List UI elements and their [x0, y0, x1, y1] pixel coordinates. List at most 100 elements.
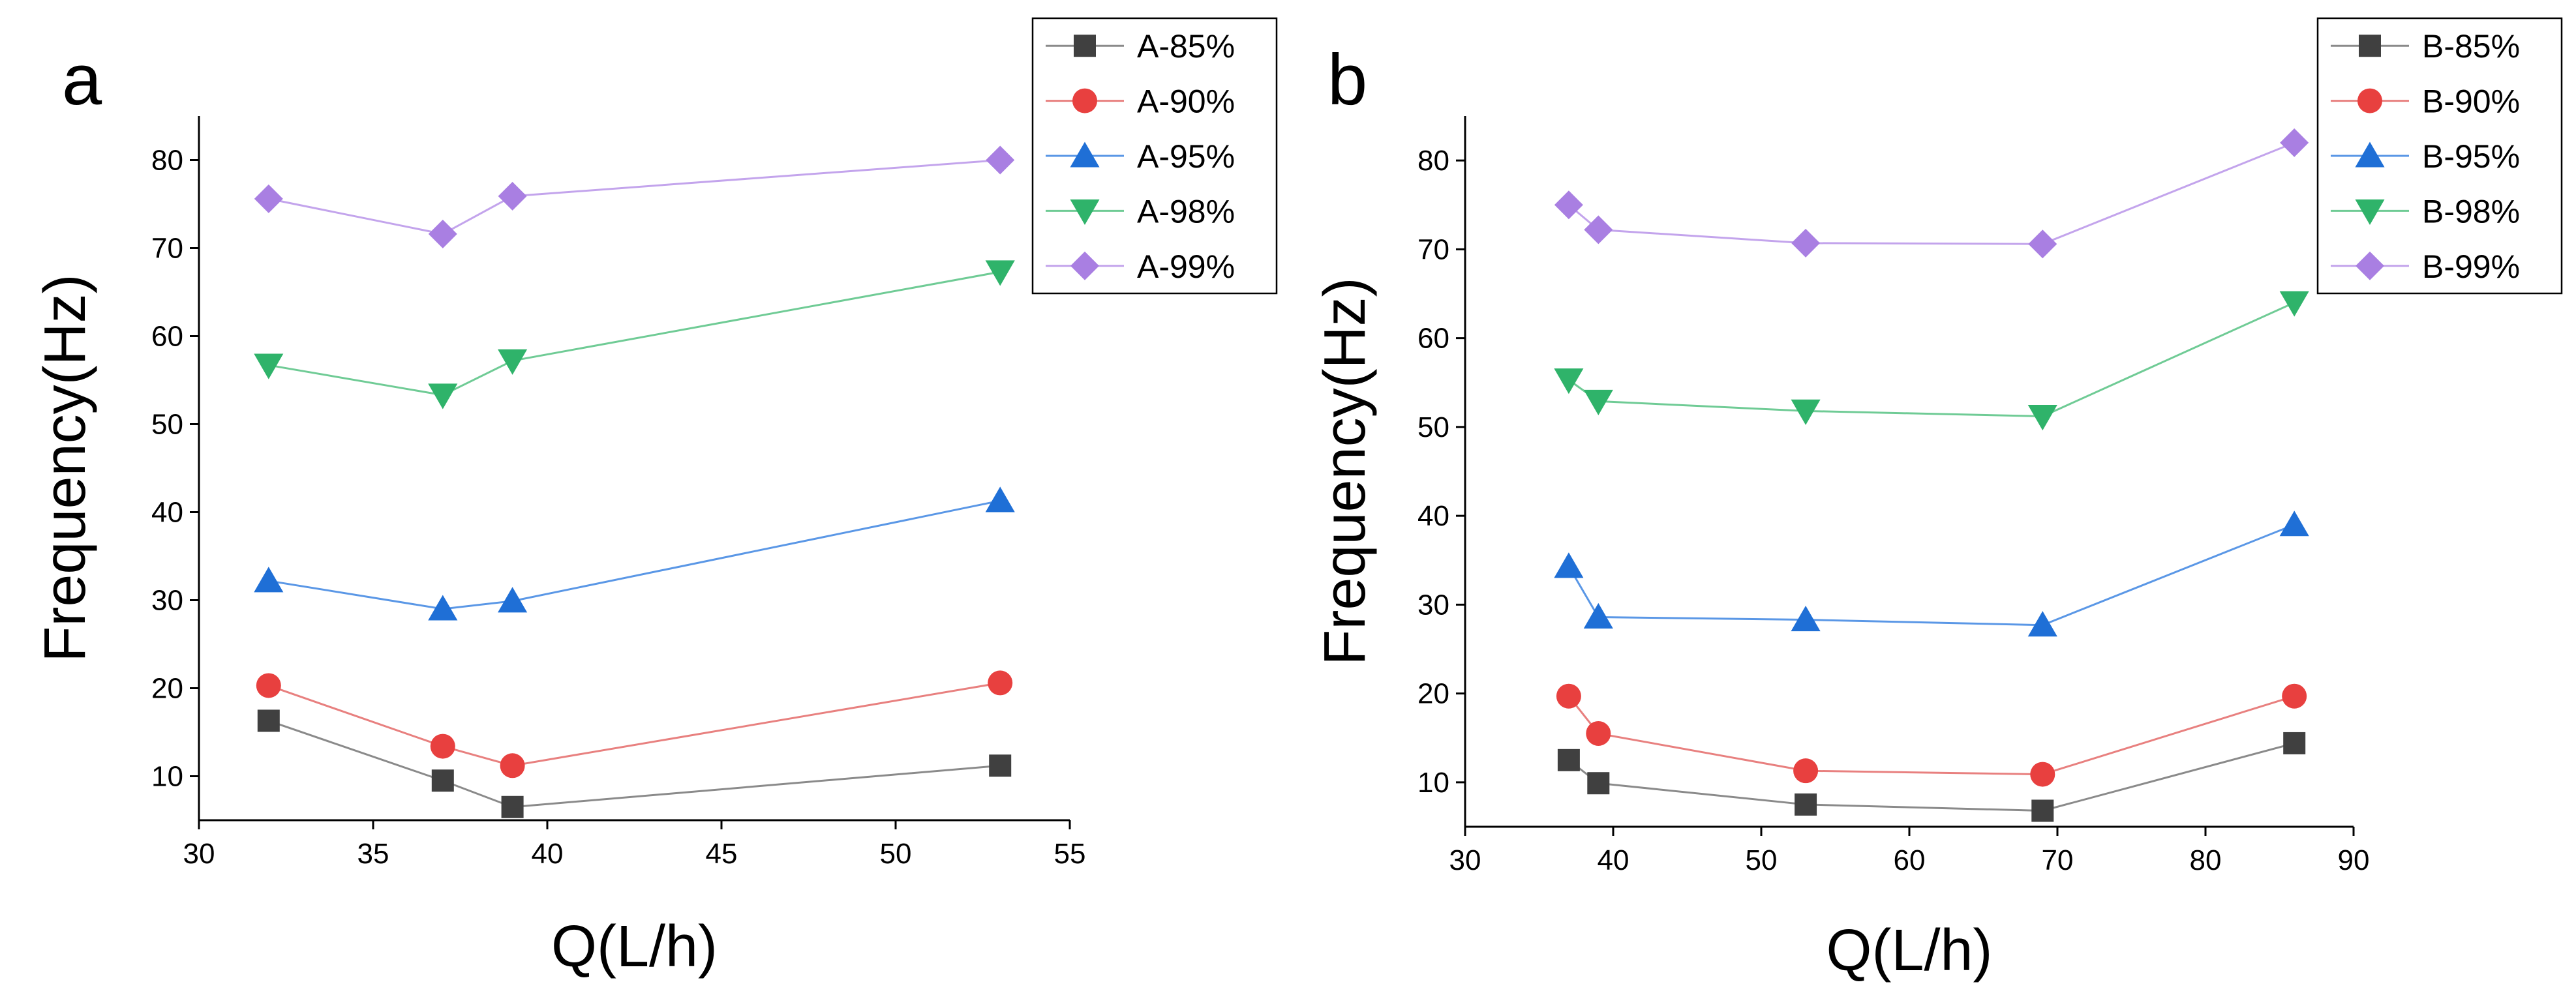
legend-entry: B-99% — [2422, 248, 2520, 285]
x-tick-label: 80 — [2190, 844, 2222, 876]
y-tick-label: 40 — [1417, 500, 1449, 532]
legend-marker — [1070, 141, 1100, 168]
legend-marker — [1070, 251, 1099, 280]
data-point-B-95% — [1554, 552, 1584, 578]
legend-entry: A-85% — [1137, 28, 1235, 65]
data-point-B-85% — [2031, 799, 2054, 822]
legend-entry: A-99% — [1137, 248, 1235, 285]
data-point-A-85% — [989, 754, 1012, 777]
data-point-B-99% — [1554, 190, 1583, 220]
data-point-B-98% — [1791, 399, 1821, 425]
data-point-A-99% — [498, 181, 527, 211]
x-tick-label: 50 — [880, 838, 912, 870]
data-point-A-99% — [986, 145, 1015, 175]
series-line-A-90% — [268, 681, 1001, 767]
y-tick-label: 50 — [1417, 411, 1449, 443]
data-point-B-85% — [1795, 793, 1817, 816]
panel-label: b — [1327, 40, 1367, 120]
data-point-B-95% — [2279, 511, 2309, 537]
panel-b: 30 40 50 60 70 80 90 10 20 30 40 50 60 70 80 Q(L/h) Freq… — [1312, 17, 2563, 983]
legend-entry: B-85% — [2422, 28, 2520, 65]
y-tick-label: 70 — [1417, 233, 1449, 265]
series-line-A-98% — [268, 271, 1001, 396]
data-point-A-85% — [257, 709, 280, 732]
series-line-A-95% — [268, 499, 1001, 610]
data-point-A-95% — [428, 595, 458, 621]
data-point-B-90% — [1556, 683, 1581, 709]
series-line-A-99% — [268, 159, 1001, 235]
data-point-A-98% — [254, 353, 284, 379]
data-point-B-90% — [1586, 720, 1611, 746]
y-tick-label: 50 — [151, 409, 183, 441]
x-tick-label: 45 — [706, 838, 738, 870]
x-tick-label: 30 — [183, 838, 215, 870]
data-point-B-98% — [1554, 368, 1584, 394]
y-tick-label: 30 — [1417, 589, 1449, 621]
data-point-A-90% — [500, 753, 525, 778]
x-tick-label: 40 — [1598, 844, 1629, 876]
legend-marker — [2355, 199, 2385, 225]
data-point-A-85% — [431, 769, 454, 792]
data-point-A-98% — [498, 349, 528, 375]
data-point-B-98% — [2027, 404, 2057, 431]
data-point-B-95% — [1791, 605, 1821, 632]
legend-entry: A-98% — [1137, 193, 1235, 230]
y-axis-title: Frequency(Hz) — [1312, 277, 1378, 665]
data-point-B-85% — [1557, 749, 1580, 771]
y-tick-label: 80 — [151, 145, 183, 177]
data-point-B-95% — [2027, 611, 2057, 637]
data-point-A-95% — [498, 587, 528, 613]
data-point-B-98% — [2279, 291, 2309, 317]
y-tick-label: 10 — [1417, 767, 1449, 799]
y-tick-label: 60 — [1417, 323, 1449, 355]
legend-entry: A-95% — [1137, 138, 1235, 175]
legend-entry: B-95% — [2422, 138, 2520, 175]
legend-marker — [1070, 199, 1100, 225]
legend-entry: B-90% — [2422, 83, 2520, 120]
data-point-B-99% — [1584, 215, 1613, 245]
y-tick-label: 20 — [151, 673, 183, 705]
legend-entry: B-98% — [2422, 193, 2520, 230]
data-point-B-85% — [1587, 772, 1610, 795]
x-tick-label: 55 — [1054, 838, 1086, 870]
y-axis-title: Frequency(Hz) — [33, 274, 98, 662]
data-point-A-90% — [988, 670, 1013, 696]
data-point-B-99% — [2028, 230, 2057, 259]
panel-label: a — [62, 40, 102, 120]
data-point-A-90% — [430, 734, 455, 759]
y-tick-label: 80 — [1417, 145, 1449, 177]
legend-marker — [2355, 141, 2385, 168]
data-point-A-90% — [256, 673, 281, 698]
data-point-B-95% — [1583, 602, 1613, 629]
data-point-B-90% — [2282, 683, 2307, 709]
y-tick-label: 10 — [151, 761, 183, 793]
legend-marker — [2359, 35, 2381, 57]
y-tick-label: 30 — [151, 585, 183, 617]
y-tick-label: 70 — [151, 233, 183, 265]
x-tick-label: 40 — [532, 838, 564, 870]
data-point-A-95% — [254, 567, 284, 593]
series-line-A-85% — [268, 720, 1001, 808]
data-point-A-99% — [254, 184, 283, 213]
y-tick-label: 20 — [1417, 678, 1449, 710]
x-tick-label: 50 — [1746, 844, 1778, 876]
data-point-B-90% — [1793, 758, 1819, 784]
data-point-A-85% — [501, 795, 524, 818]
panel-a: 30 35 40 45 50 55 10 20 30 40 50 60 70 80 Q(L/h) Freque… — [33, 17, 1278, 979]
data-point-B-98% — [1583, 389, 1613, 415]
y-tick-label: 40 — [151, 497, 183, 529]
legend-marker — [1074, 35, 1096, 57]
legend-marker — [1072, 88, 1097, 113]
data-point-B-99% — [2280, 128, 2309, 157]
legend-marker — [2357, 88, 2382, 113]
data-point-A-98% — [428, 383, 458, 409]
y-tick-label: 60 — [151, 321, 183, 353]
x-axis-title: Q(L/h) — [551, 914, 718, 979]
x-tick-label: 90 — [2338, 844, 2370, 876]
data-point-A-99% — [428, 219, 457, 248]
data-point-B-99% — [1791, 228, 1821, 258]
x-tick-label: 70 — [2042, 844, 2074, 876]
legend-entry: A-90% — [1137, 83, 1235, 120]
